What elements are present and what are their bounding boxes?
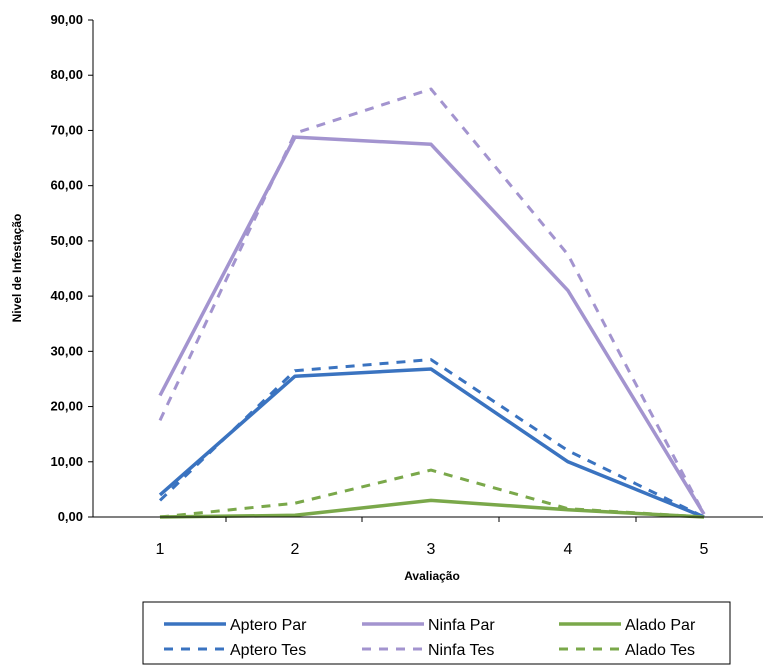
legend-label: Aptero Tes [230,642,306,659]
legend-label: Alado Tes [625,642,695,659]
y-tick-label: 90,00 [50,12,83,27]
x-tick-label: 4 [564,541,573,558]
y-tick-label: 40,00 [50,288,83,303]
y-axis-title: Nivel de Infestação [10,214,24,323]
x-tick-label: 2 [291,541,300,558]
series-line-aptero-tes [158,358,705,519]
legend-label: Alado Par [625,617,696,634]
legend: Aptero Par Ninfa Par Alado Par Aptero Tes Ni… [142,601,731,665]
legend-label: Ninfa Tes [428,642,494,659]
x-tick-label: 5 [700,541,709,558]
y-tick-label: 80,00 [50,67,83,82]
legend-box [142,601,731,665]
x-axis-title: Avaliação [404,569,460,583]
x-tick-label: 3 [427,541,436,558]
legend-label: Aptero Par [230,617,307,634]
series-layer [158,87,706,519]
y-tick-label: 0,00 [58,509,83,524]
series-line-alado-par [159,498,705,519]
x-tick-label: 1 [156,541,165,558]
x-axis-ticks: 1 2 3 4 5 [156,517,709,558]
series-line-aptero-par [158,367,705,519]
series-line-ninfa-par [158,135,706,516]
y-tick-label: 30,00 [50,343,83,358]
y-tick-label: 50,00 [50,233,83,248]
y-tick-label: 70,00 [50,122,83,137]
y-tick-label: 10,00 [50,454,83,469]
y-tick-label: 60,00 [50,178,83,193]
legend-label: Ninfa Par [428,617,495,634]
series-line-alado-tes [159,468,705,519]
series-line-ninfa-tes [158,87,706,515]
y-tick-label: 20,00 [50,399,83,414]
y-axis-ticks: 0,00 10,00 20,00 30,00 40,00 50,00 60,00 70,00 8… [50,12,93,524]
